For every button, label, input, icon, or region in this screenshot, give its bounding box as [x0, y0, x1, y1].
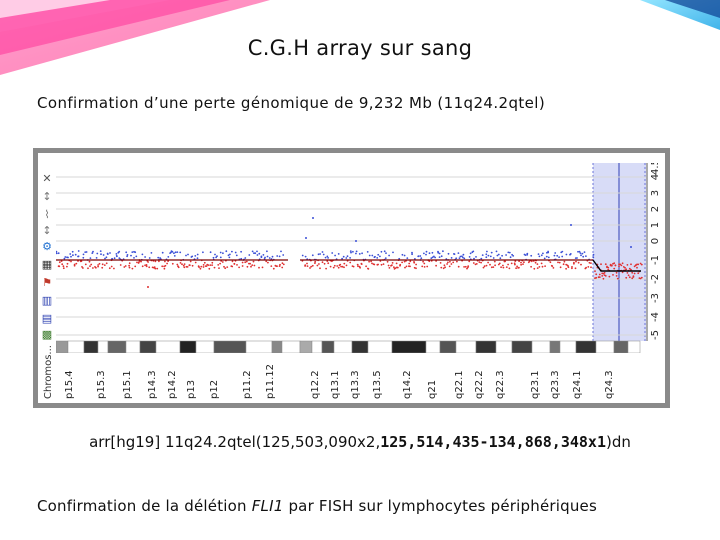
band-label: p15.3 — [96, 370, 107, 399]
band-label: p15.4 — [64, 370, 75, 399]
band-label: q21 — [427, 380, 438, 399]
iscn-breakpoints: 125,514,435-134,868,348x1 — [380, 433, 606, 451]
fish-confirmation: Confirmation de la délétion FLI1 par FIS… — [37, 497, 597, 515]
slide-title: C.G.H array sur sang — [247, 36, 473, 60]
cursor-icon[interactable]: ⌇ — [44, 208, 50, 221]
up-down-icon[interactable]: ↕ — [42, 190, 52, 203]
y-tick-label: -4 — [650, 312, 661, 322]
settings-icon[interactable]: ⚙ — [42, 240, 52, 253]
y-tick-label: -1 — [650, 255, 661, 265]
band-label: p12 — [209, 380, 220, 399]
band-label: p14.3 — [147, 370, 158, 399]
viewer-toolbar: ✕ ↕ ⌇ ↕ ⚙ ▦ ⚑ ▥ ▤ ▩ — [38, 170, 56, 345]
y-tick-label: 3 — [650, 190, 661, 196]
band-label: q23.1 — [530, 370, 541, 399]
close-icon[interactable]: ✕ — [42, 172, 52, 185]
decorative-banner — [0, 0, 720, 75]
chromosome-ideogram — [56, 340, 641, 353]
chart-icon[interactable]: ▩ — [41, 328, 53, 341]
band-label: q22.1 — [454, 370, 465, 399]
chromosome-label-text: Chromos... — [43, 345, 54, 399]
iscn-prefix: arr[hg19] 11q24.2qtel(125,503,090x2, — [89, 433, 381, 451]
iscn-suffix: )dn — [606, 433, 631, 451]
band-label: q13.5 — [372, 370, 383, 399]
gridlines — [56, 176, 646, 336]
band-label: p14.2 — [167, 370, 178, 399]
band-label: p13 — [186, 380, 197, 399]
band-label: p15.1 — [122, 370, 133, 399]
y-tick-label: 0 — [650, 238, 661, 244]
band-label: q23.3 — [550, 370, 561, 399]
slide-subtitle: Confirmation d’une perte génomique de 9,… — [37, 94, 546, 112]
probe-dots — [56, 217, 643, 288]
band-labels: p15.4 p15.3 p15.1 p14.3 p14.2 p13 p12 p11.2 p11.… — [64, 364, 615, 399]
y-tick-label: -2 — [650, 274, 661, 284]
loss-segment — [592, 259, 641, 272]
band-label: q13.3 — [350, 370, 361, 399]
iscn-formula: arr[hg19] 11q24.2qtel(125,503,090x2,125,… — [0, 433, 720, 451]
columns-icon[interactable]: ▥ — [41, 294, 53, 307]
y-tick-label: 2 — [650, 206, 661, 212]
y-tick-label: -3 — [650, 293, 661, 303]
band-label: q24.3 — [604, 370, 615, 399]
columns-icon[interactable]: ▤ — [41, 312, 53, 325]
up-down-icon[interactable]: ↕ — [42, 224, 52, 237]
y-tick-label: -5 — [650, 330, 661, 340]
band-label: q22.3 — [495, 370, 506, 399]
fish-text-before: Confirmation de la délétion — [37, 497, 252, 515]
flag-icon[interactable]: ⚑ — [42, 276, 52, 289]
band-label: q12.2 — [310, 370, 321, 399]
band-label: p11.2 — [242, 370, 253, 399]
cgh-plot — [56, 163, 646, 353]
y-tick-label: 1 — [650, 222, 661, 228]
y-tick-label: 4.5 — [650, 163, 661, 175]
band-label: q24.1 — [572, 370, 583, 399]
band-label: p11.12 — [265, 364, 276, 399]
band-label: q22.2 — [474, 370, 485, 399]
gene-name: FLI1 — [251, 497, 284, 515]
chromosome-label: Chromos... — [43, 345, 54, 399]
cgh-viewer-panel — [38, 153, 665, 403]
grid-icon[interactable]: ▦ — [41, 258, 53, 271]
band-label: q13.1 — [330, 370, 341, 399]
band-label: q14.2 — [402, 370, 413, 399]
fish-text-after: par FISH sur lymphocytes périphériques — [283, 497, 598, 515]
y-axis: 4.54 3 2 1 0 -1 -2 -3 -4 -5 — [646, 163, 661, 341]
y-tick-label: 4 — [650, 174, 661, 180]
